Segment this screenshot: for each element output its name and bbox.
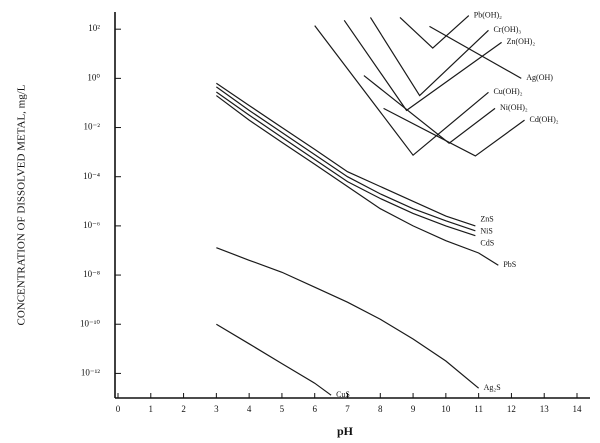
x-axis-label: pH [337, 424, 354, 438]
series-label: CdS [480, 238, 494, 247]
x-tick-label: 11 [474, 404, 483, 414]
y-tick-label: 10⁰ [87, 72, 100, 82]
x-tick-label: 3 [214, 404, 219, 414]
series-label: Cd(OH)₂ [530, 115, 559, 124]
series-label: Ag₂S [484, 383, 501, 392]
series-label: Pb(OH)₂ [474, 10, 502, 19]
y-tick-label: 10⁻² [84, 122, 101, 132]
series-line [383, 107, 525, 157]
series-line [343, 19, 502, 112]
x-tick-label: 14 [573, 404, 583, 414]
x-tick-label: 8 [378, 404, 383, 414]
series-label: Ag(OH) [526, 73, 553, 82]
series-line [216, 82, 476, 227]
series-line [369, 17, 489, 97]
series-label: ZnS [480, 215, 493, 224]
x-tick-label: 9 [411, 404, 416, 414]
series-line [429, 25, 522, 79]
y-tick-label: 10⁻¹² [81, 367, 100, 377]
series-line [216, 91, 476, 237]
series-label: Zn(OH)₂ [507, 37, 536, 46]
x-tick-label: 7 [345, 404, 350, 414]
y-tick-label: 10⁻⁶ [83, 220, 100, 230]
series-line [216, 247, 480, 389]
series-label: Cu(OH)₂ [493, 87, 522, 96]
y-tick-label: 10⁻¹⁰ [80, 318, 100, 328]
x-tick-label: 4 [247, 404, 252, 414]
y-tick-label: 10⁻⁸ [83, 269, 100, 279]
x-tick-label: 5 [280, 404, 285, 414]
series-line [314, 25, 489, 157]
x-tick-label: 6 [312, 404, 317, 414]
x-tick-label: 12 [507, 404, 516, 414]
x-tick-label: 2 [181, 404, 186, 414]
y-tick-label: 10⁻⁴ [83, 171, 100, 181]
series-label: CuS [336, 390, 350, 399]
series-line [363, 75, 496, 144]
series-line [216, 86, 476, 232]
series-label: NiS [480, 227, 492, 236]
series-label: Cr(OH)₃ [493, 25, 521, 34]
x-tick-label: 13 [540, 404, 550, 414]
y-axis-label: CONCENTRATION OF DISSOLVED METAL, mg/L [16, 84, 28, 325]
series-line [215, 95, 499, 266]
series-line [216, 323, 332, 396]
series-line [399, 15, 470, 49]
x-tick-label: 10 [441, 404, 451, 414]
x-tick-label: 1 [149, 404, 154, 414]
series-label: Ni(OH)₂ [500, 103, 528, 112]
series-label: PbS [503, 260, 516, 269]
x-tick-label: 0 [116, 404, 121, 414]
y-tick-label: 10² [88, 23, 100, 33]
